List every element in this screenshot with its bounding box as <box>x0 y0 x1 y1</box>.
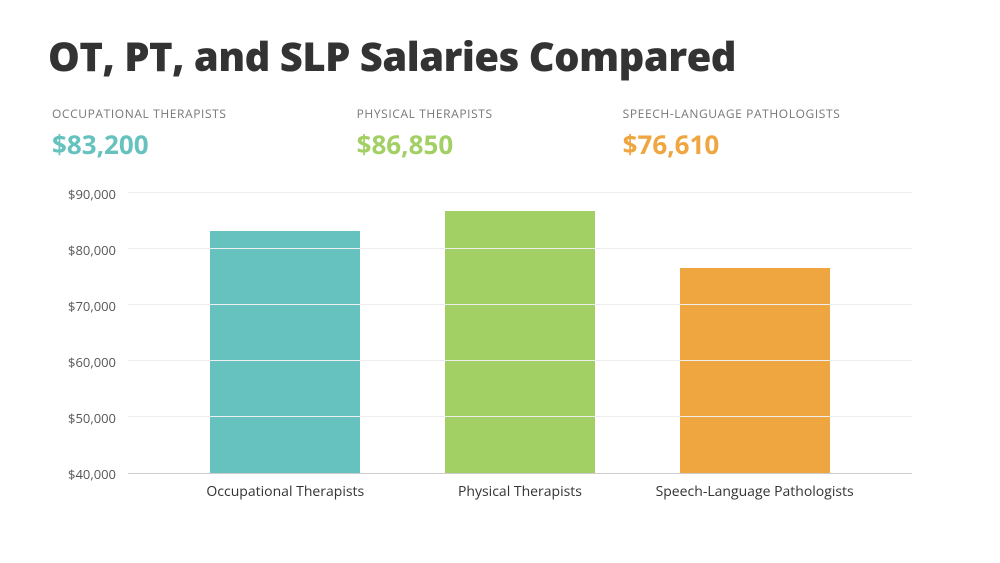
x-label: Speech-Language Pathologists <box>637 482 872 501</box>
plot-area <box>128 194 912 474</box>
x-label: Physical Therapists <box>403 482 638 501</box>
x-label: Occupational Therapists <box>168 482 403 501</box>
bar-column <box>403 211 638 473</box>
y-tick: $90,000 <box>68 185 116 203</box>
grid-line <box>128 248 912 249</box>
summary-row: OCCUPATIONAL THERAPISTS $83,200 PHYSICAL… <box>48 105 952 162</box>
bar-column <box>637 268 872 473</box>
y-tick: $50,000 <box>68 409 116 427</box>
grid-line <box>128 360 912 361</box>
summary-label: PHYSICAL THERAPISTS <box>357 105 493 122</box>
y-tick: $60,000 <box>68 353 116 371</box>
bar-chart: $40,000$50,000$60,000$70,000$80,000$90,0… <box>48 194 952 524</box>
bar <box>445 211 595 473</box>
y-tick: $70,000 <box>68 297 116 315</box>
grid-line <box>128 304 912 305</box>
summary-item-slp: SPEECH-LANGUAGE PATHOLOGISTS $76,610 <box>623 105 841 162</box>
bars-container <box>168 194 872 473</box>
summary-item-pt: PHYSICAL THERAPISTS $86,850 <box>357 105 493 162</box>
x-axis-labels: Occupational TherapistsPhysical Therapis… <box>168 482 872 501</box>
grid-line <box>128 192 912 193</box>
summary-item-ot: OCCUPATIONAL THERAPISTS $83,200 <box>52 105 227 162</box>
y-tick: $40,000 <box>68 465 116 483</box>
chart-title: OT, PT, and SLP Salaries Compared <box>48 28 952 83</box>
bar <box>210 231 360 473</box>
bar <box>680 268 830 473</box>
summary-value: $86,850 <box>357 126 493 162</box>
page: OT, PT, and SLP Salaries Compared OCCUPA… <box>0 0 1000 563</box>
y-tick: $80,000 <box>68 241 116 259</box>
bar-column <box>168 231 403 473</box>
summary-label: OCCUPATIONAL THERAPISTS <box>52 105 227 122</box>
summary-value: $76,610 <box>623 126 841 162</box>
summary-label: SPEECH-LANGUAGE PATHOLOGISTS <box>623 105 841 122</box>
y-axis: $40,000$50,000$60,000$70,000$80,000$90,0… <box>48 194 128 474</box>
grid-line <box>128 416 912 417</box>
summary-value: $83,200 <box>52 126 227 162</box>
